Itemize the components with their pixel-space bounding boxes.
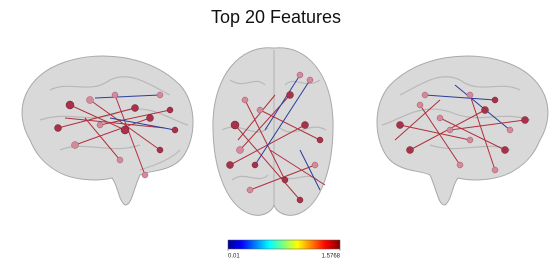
brain-right-view [377,56,548,205]
brain-top-view [213,48,333,215]
colorbar [228,240,340,249]
title: Top 20 Features [211,7,341,27]
colorbar-tick-label: 0.01 [228,254,240,260]
colorbar-tick-label: 1.5768 [322,254,341,260]
figure: Top 20 Features 0.01 1.5768 [0,0,552,264]
brain-left-view [22,56,193,205]
